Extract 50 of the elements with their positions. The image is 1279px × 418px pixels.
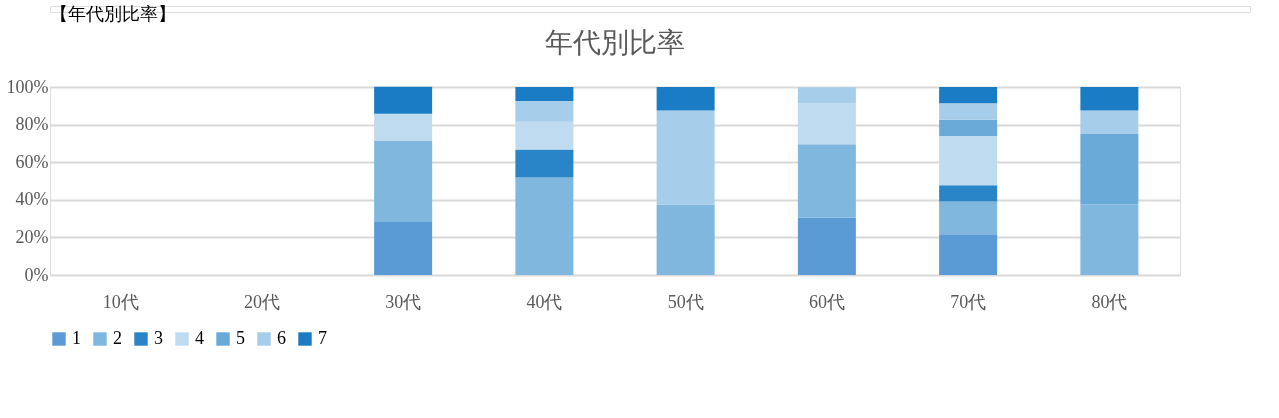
bar	[797, 217, 856, 275]
legend-label: 5	[236, 328, 245, 348]
bar	[515, 121, 574, 150]
x-tick-label: 70代	[950, 291, 987, 312]
x-tick-label: 30代	[385, 291, 422, 312]
x-tick-label: 60代	[808, 291, 845, 312]
x-tick-label: 40代	[526, 291, 563, 312]
x-tick-label: 10代	[102, 291, 139, 312]
y-tick-label: 20%	[15, 226, 49, 247]
bar	[515, 87, 574, 101]
y-tick-label: 60%	[15, 151, 49, 172]
bar	[374, 113, 433, 141]
text: 【年代別比率】	[50, 4, 176, 24]
x-tick-label: 20代	[243, 291, 280, 312]
bar	[656, 204, 715, 275]
bar	[1080, 204, 1139, 275]
legend-label: 6	[277, 328, 286, 348]
bar	[374, 221, 433, 275]
x-tick-label: 50代	[667, 291, 704, 312]
bar	[515, 177, 574, 275]
legend-label: 2	[113, 328, 122, 348]
bar	[1080, 134, 1139, 205]
bar	[656, 110, 715, 205]
bar	[939, 201, 998, 235]
bar	[374, 140, 433, 222]
y-tick-label: 0%	[24, 264, 49, 285]
bar	[656, 87, 715, 111]
legend-label: 7	[318, 328, 327, 348]
legend-label: 1	[72, 328, 81, 348]
bar	[939, 87, 998, 104]
bar	[374, 86, 433, 114]
legend-label: 3	[154, 328, 163, 348]
bar	[939, 119, 998, 137]
bar	[939, 136, 998, 186]
bar	[797, 87, 856, 104]
bar	[939, 185, 998, 202]
y-tick-label: 100%	[6, 76, 49, 97]
legend-label: 4	[195, 328, 204, 348]
bar	[939, 234, 998, 275]
bar	[939, 103, 998, 120]
bar	[515, 149, 574, 178]
chart-title: 年代別比率	[545, 27, 685, 58]
bar	[797, 103, 856, 145]
bar	[515, 100, 574, 122]
bar	[797, 144, 856, 218]
x-tick-label: 80代	[1091, 291, 1128, 312]
y-tick-label: 40%	[15, 189, 49, 210]
y-tick-label: 80%	[15, 114, 49, 135]
bar	[1080, 110, 1139, 134]
bar	[1080, 87, 1139, 111]
